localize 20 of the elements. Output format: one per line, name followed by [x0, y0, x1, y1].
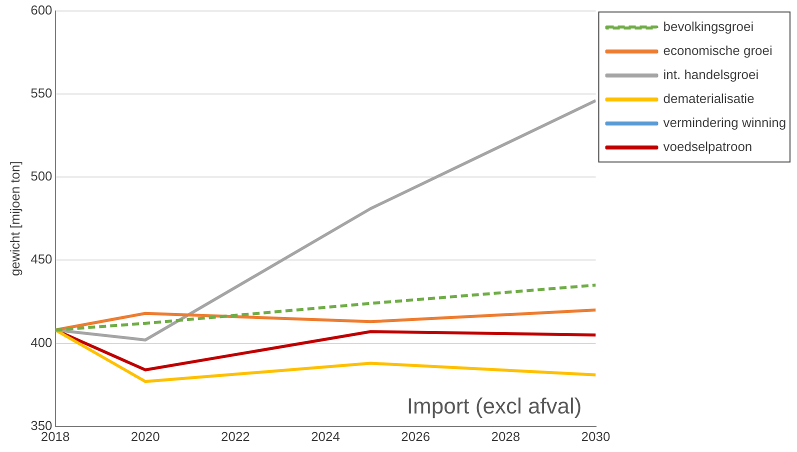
legend-label: voedselpatroon	[663, 139, 752, 154]
x-tick-label: 2024	[311, 428, 340, 444]
legend-label: dematerialisatie	[663, 91, 754, 106]
y-tick-label: 400	[30, 334, 52, 350]
y-tick-label: 600	[30, 2, 52, 18]
x-tick-label: 2020	[130, 428, 160, 444]
annotation: Import (excl afval)	[406, 393, 582, 418]
y-tick-label: 450	[30, 252, 52, 267]
legend-label: bevolkingsgroei	[663, 19, 754, 34]
x-tick-label: 2026	[401, 428, 430, 444]
y-tick-label: 550	[30, 86, 52, 100]
legend-label: vermindering winning	[663, 115, 786, 130]
y-tick-label: 500	[30, 168, 52, 184]
legend-label: int. handelsgroei	[663, 67, 759, 82]
legend-label: economische groei	[663, 43, 772, 58]
x-tick-label: 2030	[581, 428, 610, 444]
x-tick-label: 2028	[491, 428, 520, 444]
x-tick-label: 2022	[220, 428, 250, 444]
y-axis-title: gewicht [mijoen ton]	[7, 161, 22, 276]
line-series	[55, 284, 596, 332]
